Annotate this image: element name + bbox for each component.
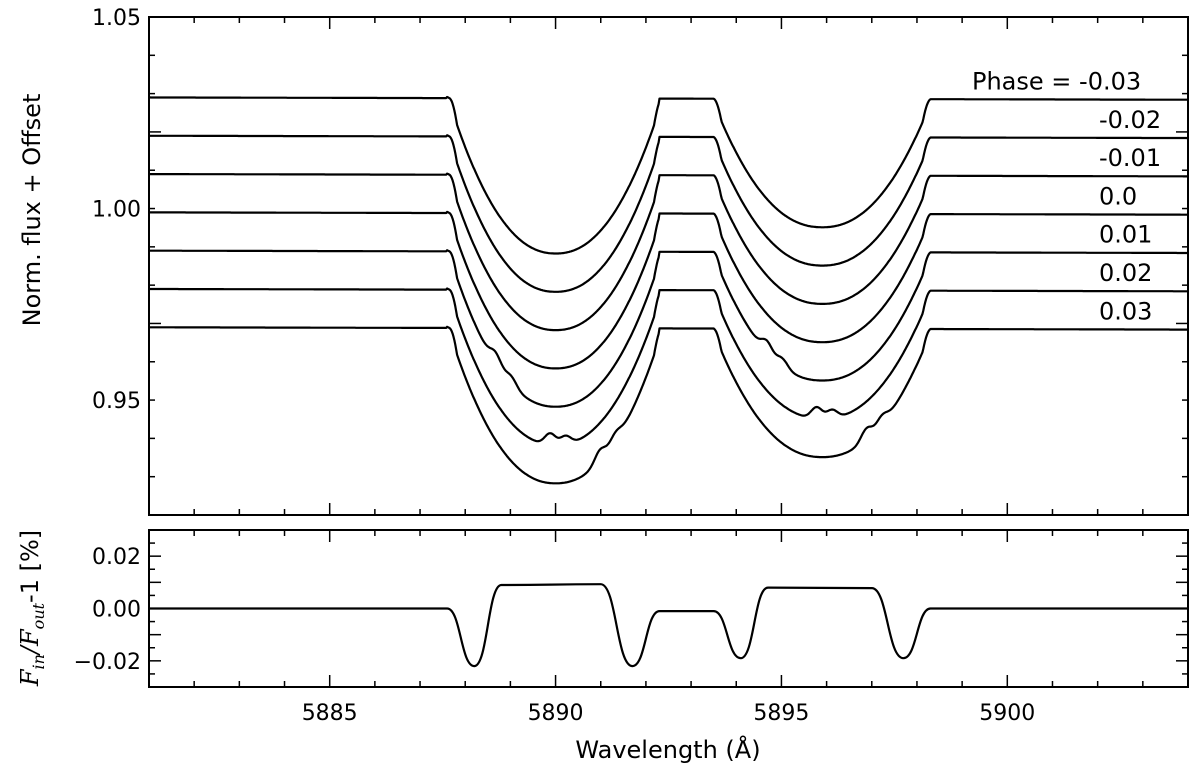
flux-panel: 1.05 1.00 0.95 Phase = -0.03 -0.02 -0.01 0.0 0… xyxy=(18,6,1189,516)
x-tick-label: 5900 xyxy=(979,701,1035,726)
phase-label: -0.02 xyxy=(1099,106,1161,134)
ratio-y-title-f1: F xyxy=(16,668,44,687)
flux-y-tick-label: 1.05 xyxy=(92,6,141,31)
phase-label: 0.01 xyxy=(1099,221,1152,249)
ratio-y-tick-label: 0.02 xyxy=(92,545,141,570)
flux-panel-frame xyxy=(148,16,1189,516)
flux-series-line xyxy=(148,249,1189,408)
flux-y-tick-label: 1.00 xyxy=(92,198,141,223)
ratio-y-tick-label: 0.00 xyxy=(92,598,141,623)
flux-series-line xyxy=(148,134,1189,293)
ratio-y-title-sub2: out xyxy=(29,602,48,629)
x-tick-label: 5885 xyxy=(302,701,358,726)
ratio-y-title-sub1: in xyxy=(29,654,48,669)
phase-label: 0.02 xyxy=(1099,259,1152,287)
flux-series-line xyxy=(148,325,1189,485)
flux-series-line xyxy=(148,210,1189,370)
ratio-series-group xyxy=(149,583,1188,668)
phase-label: 0.0 xyxy=(1099,182,1137,210)
phase-label: Phase = -0.03 xyxy=(972,67,1141,95)
flux-y-tick-labels: 1.05 1.00 0.95 xyxy=(92,6,141,414)
flux-series-line xyxy=(148,172,1189,332)
flux-y-tick-label: 0.95 xyxy=(92,389,141,414)
ratio-y-title-f2: F xyxy=(16,628,44,647)
ratio-y-title-slash: / xyxy=(16,643,44,656)
phase-labels: Phase = -0.03 -0.02 -0.01 0.0 0.01 0.02 0.03 xyxy=(972,67,1161,325)
x-axis-title: Wavelength (Å) xyxy=(575,735,760,764)
x-tick-label: 5895 xyxy=(753,701,809,726)
flux-series-line xyxy=(148,287,1189,443)
flux-series-group xyxy=(148,95,1189,485)
x-tick-label: 5890 xyxy=(528,701,584,726)
ratio-series-line xyxy=(149,583,1188,668)
x-tick-labels: 5885 5890 5895 5900 xyxy=(302,701,1036,726)
flux-series-line xyxy=(148,95,1189,255)
ratio-y-tick-label: −0.02 xyxy=(74,650,141,675)
ratio-y-axis-title: Fin/Fout-1 [%] xyxy=(16,530,48,687)
flux-y-axis-title: Norm. flux + Offset xyxy=(18,94,46,327)
phase-label: 0.03 xyxy=(1099,297,1152,325)
ratio-y-tick-labels: 0.02 0.00 −0.02 xyxy=(74,545,141,675)
flux-panel-ticks xyxy=(149,16,1189,516)
ratio-panel: 0.020.00−0.02 5885 5890 5895 5900 Fin/Fout-… xyxy=(16,529,1189,764)
ratio-y-title-rest: -1 [%] xyxy=(16,530,44,603)
phase-label: -0.01 xyxy=(1099,144,1161,172)
